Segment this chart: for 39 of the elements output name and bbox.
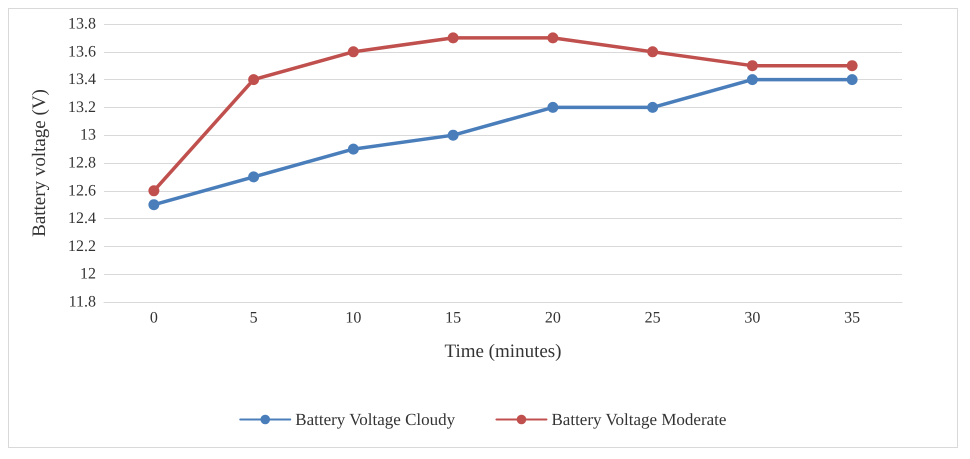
point: [547, 32, 558, 44]
point: [148, 185, 160, 196]
point: [647, 102, 658, 113]
point: [248, 171, 260, 182]
y-tick-label: 12.4: [68, 210, 96, 228]
y-tick-label: 11.8: [68, 294, 96, 310]
legend-label: Battery Voltage Moderate: [551, 410, 726, 429]
point: [148, 199, 160, 210]
legend-label: Battery Voltage Cloudy: [295, 410, 456, 429]
y-tick-label: 12.6: [68, 182, 96, 200]
point: [647, 46, 658, 58]
x-tick-label: 0: [150, 310, 158, 326]
y-tick-label: 12.2: [68, 238, 96, 255]
x-tick-label: 30: [744, 310, 760, 326]
y-tick-label: 13.4: [68, 71, 96, 88]
point: [547, 102, 558, 113]
point: [746, 74, 758, 86]
point: [348, 144, 359, 155]
x-tick-label: 15: [445, 310, 462, 326]
point: [448, 130, 459, 141]
y-axis-title: Battery voltage (V): [29, 89, 50, 237]
x-tick-label: 20: [544, 310, 561, 326]
point: [846, 60, 858, 72]
y-tick-label: 13.8: [68, 16, 96, 32]
y-tick-label: 13.6: [68, 43, 96, 60]
x-tick-label: 5: [250, 310, 258, 326]
y-tick-label: 12: [80, 266, 96, 283]
point: [846, 74, 858, 86]
y-tick-label: 13.2: [68, 98, 96, 116]
x-axis-title: Time (minutes): [444, 341, 562, 362]
y-tick-label: 13: [80, 126, 96, 144]
y-tick-label: 12.8: [68, 154, 96, 172]
point: [248, 74, 260, 86]
point: [746, 60, 758, 72]
point: [348, 46, 359, 58]
x-tick-label: 10: [345, 310, 362, 326]
point: [448, 32, 459, 44]
x-tick-label: 35: [844, 310, 860, 326]
x-tick-label: 25: [644, 310, 661, 326]
